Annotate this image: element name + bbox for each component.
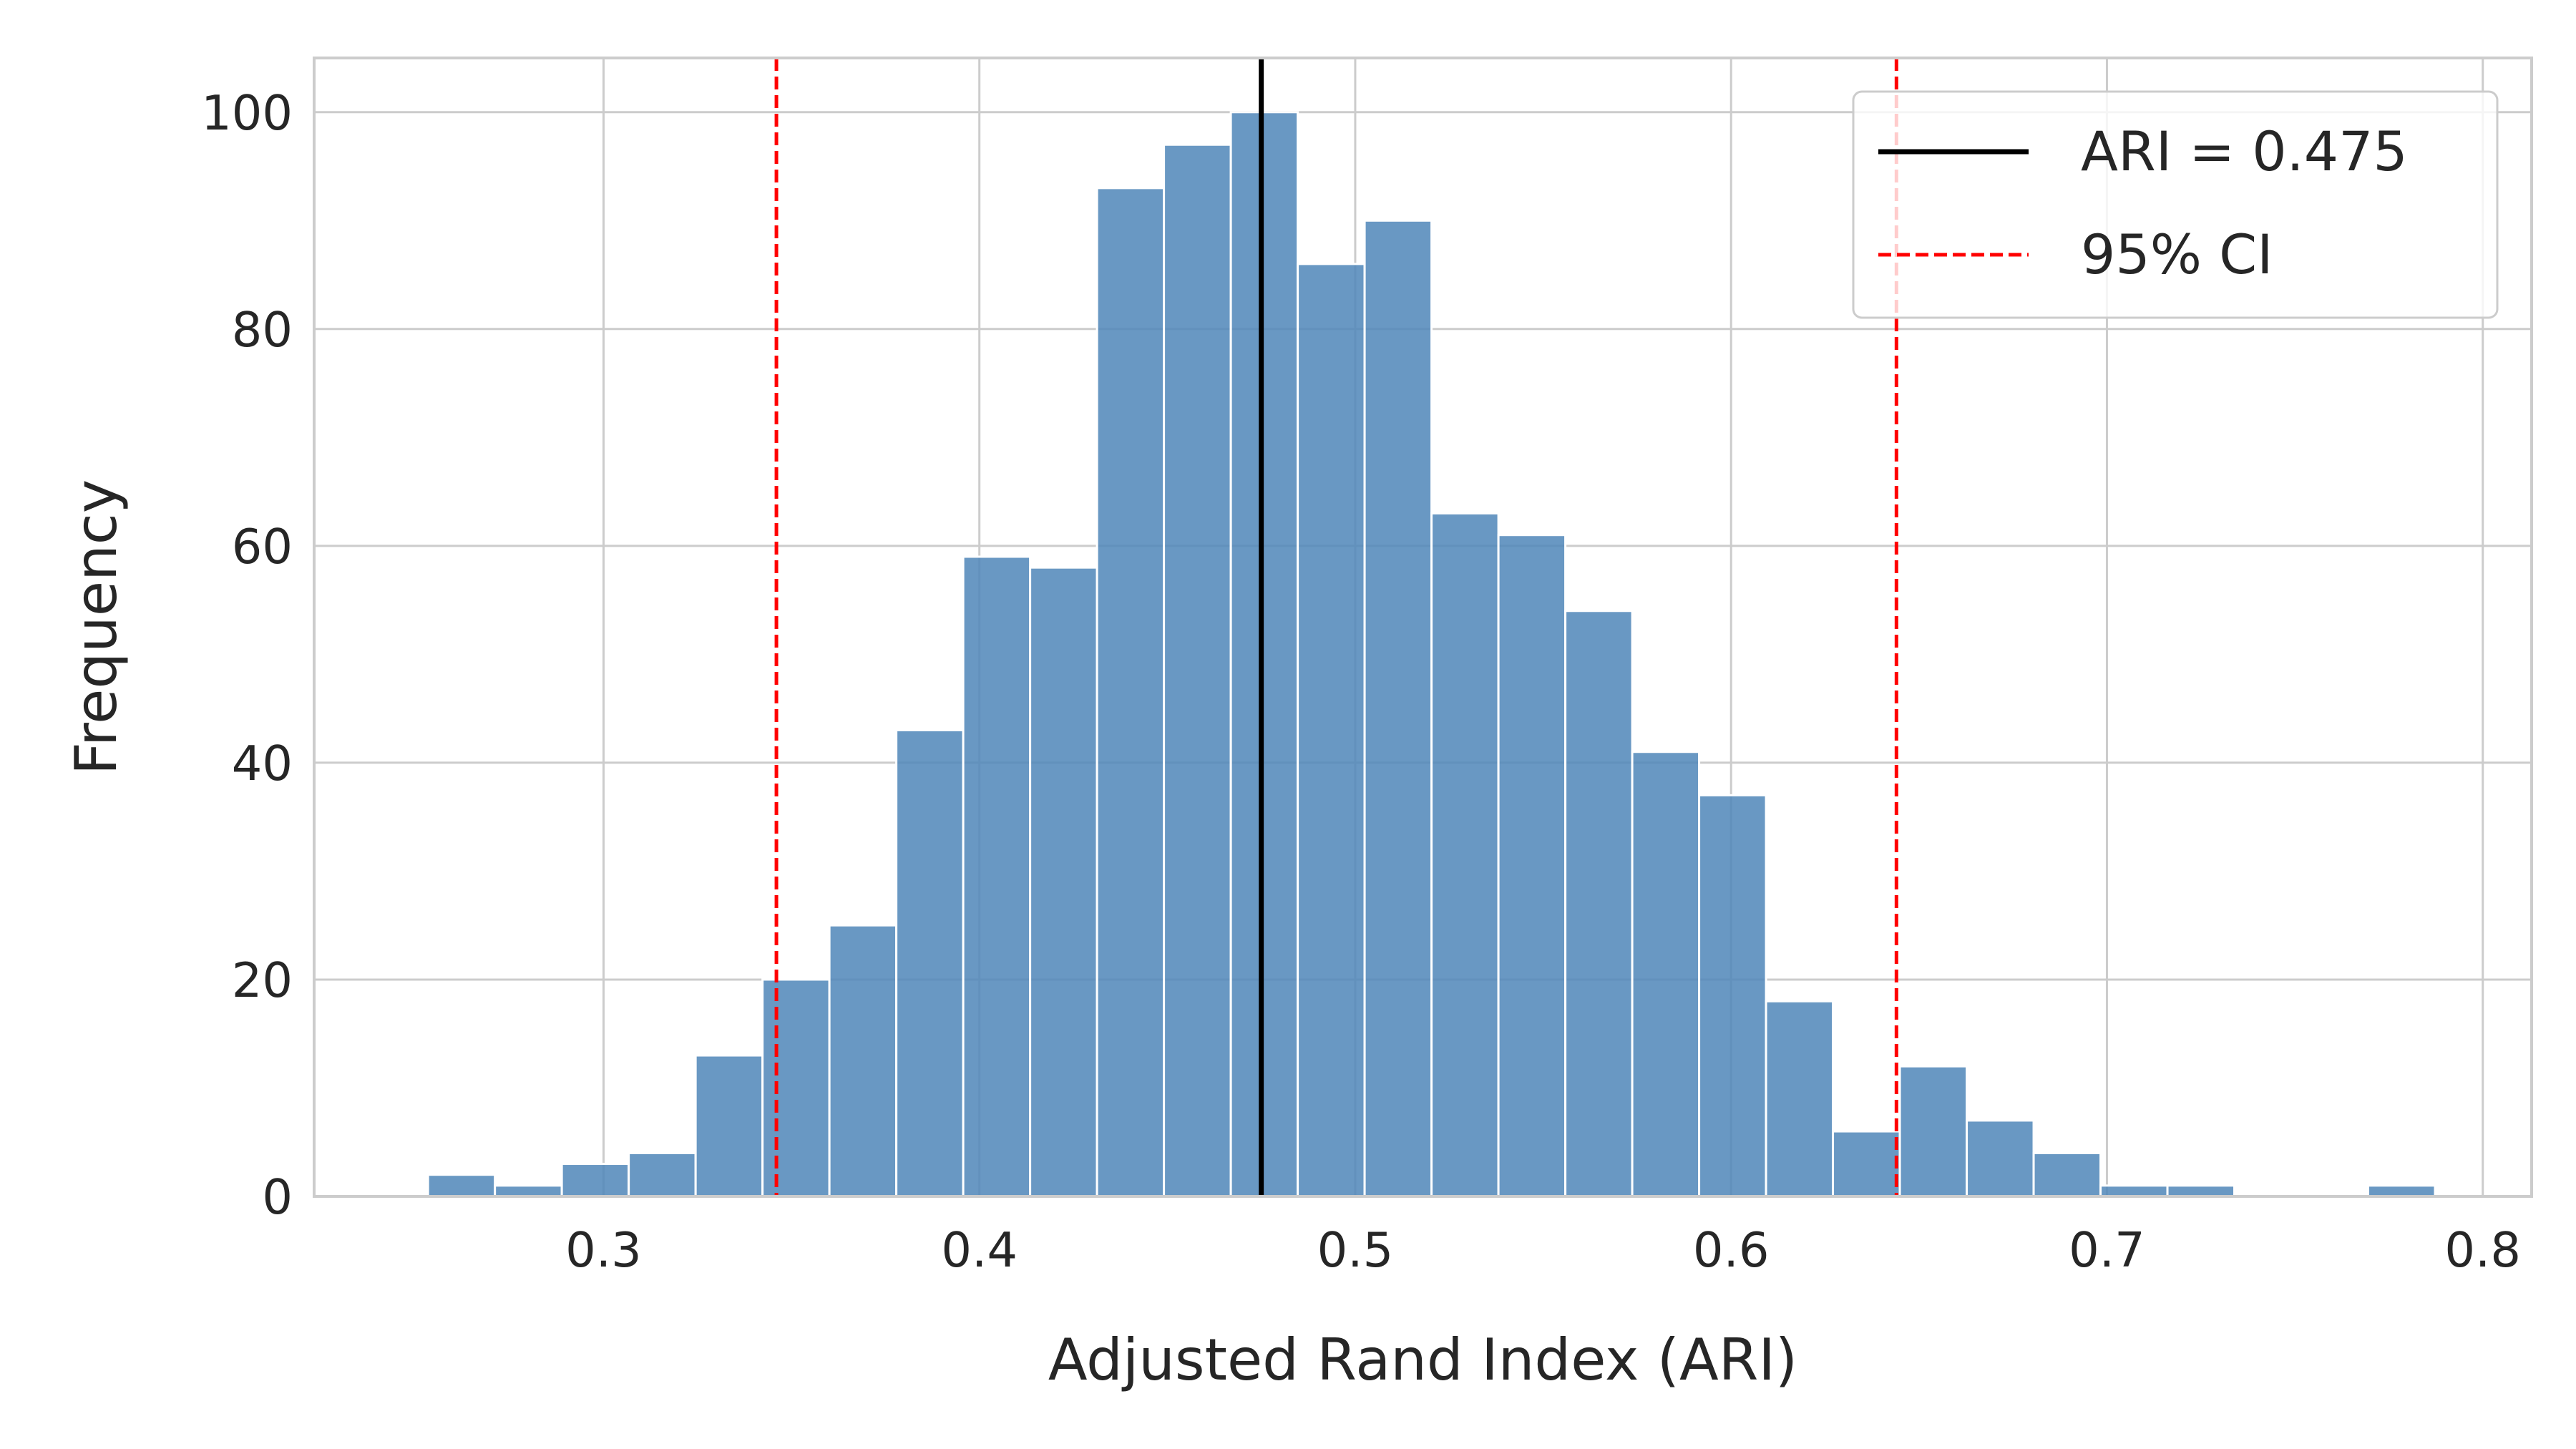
histogram-bar-3 [628,1151,697,1198]
histogram-bar-6 [828,924,898,1198]
histogram-bar-18 [1631,751,1701,1198]
x-tick-label-2: 0.5 [1317,1222,1394,1278]
histogram-bars [426,111,2436,1198]
histogram-bar-4 [694,1054,764,1198]
histogram-bar-14 [1363,219,1433,1198]
x-tick-label-3: 0.6 [1693,1222,1770,1278]
histogram-bar-26 [2166,1184,2236,1198]
histogram-bar-20 [1765,1000,1835,1198]
x-tick-labels: 0.3 0.4 0.5 0.6 0.7 0.8 [565,1222,2521,1278]
y-tick-label-1: 20 [232,952,293,1008]
x-tick-label-4: 0.7 [2069,1222,2145,1278]
histogram-bar-11 [1163,143,1232,1198]
x-axis-label: Adjusted Rand Index (ARI) [1048,1327,1797,1393]
histogram-bar-19 [1698,794,1767,1198]
histogram-bar-0 [426,1174,497,1198]
histogram-bar-23 [1966,1119,2035,1198]
y-tick-label-3: 60 [232,519,293,575]
y-tick-label-4: 80 [232,302,293,358]
y-tick-label-2: 40 [232,736,293,791]
histogram-bar-10 [1096,187,1166,1198]
histogram-bar-15 [1430,512,1500,1198]
histogram-bar-9 [1029,566,1098,1198]
histogram-bar-2 [560,1163,630,1198]
histogram-bar-29 [2367,1184,2436,1198]
histogram-bar-13 [1297,263,1366,1198]
histogram-bar-22 [1898,1065,1968,1198]
legend-box [1852,90,2499,319]
histogram-bar-17 [1564,610,1634,1198]
histogram-bar-25 [2099,1184,2169,1198]
legend: ARI = 0.475 95% CI [1852,90,2499,319]
y-tick-label-0: 0 [262,1169,293,1225]
histogram-bar-24 [2032,1151,2102,1198]
histogram-bar-8 [962,555,1032,1198]
x-tick-label-0: 0.3 [565,1222,642,1278]
x-tick-label-5: 0.8 [2444,1222,2521,1278]
histogram-bar-5 [761,978,831,1198]
histogram-bar-16 [1497,534,1567,1198]
y-axis-label: Frequency [63,479,130,775]
x-tick-label-1: 0.4 [941,1222,1018,1278]
histogram-bar-7 [895,728,965,1198]
plot-frame [313,57,2533,1198]
histogram-bar-12 [1229,111,1299,1198]
legend-label-1: 95% CI [2081,223,2273,286]
legend-label-0: ARI = 0.475 [2081,119,2408,183]
y-tick-labels: 0 20 40 60 80 100 [201,85,293,1225]
y-tick-label-5: 100 [201,85,293,141]
histogram-bar-1 [494,1184,563,1198]
histogram-bar-21 [1832,1130,1901,1198]
